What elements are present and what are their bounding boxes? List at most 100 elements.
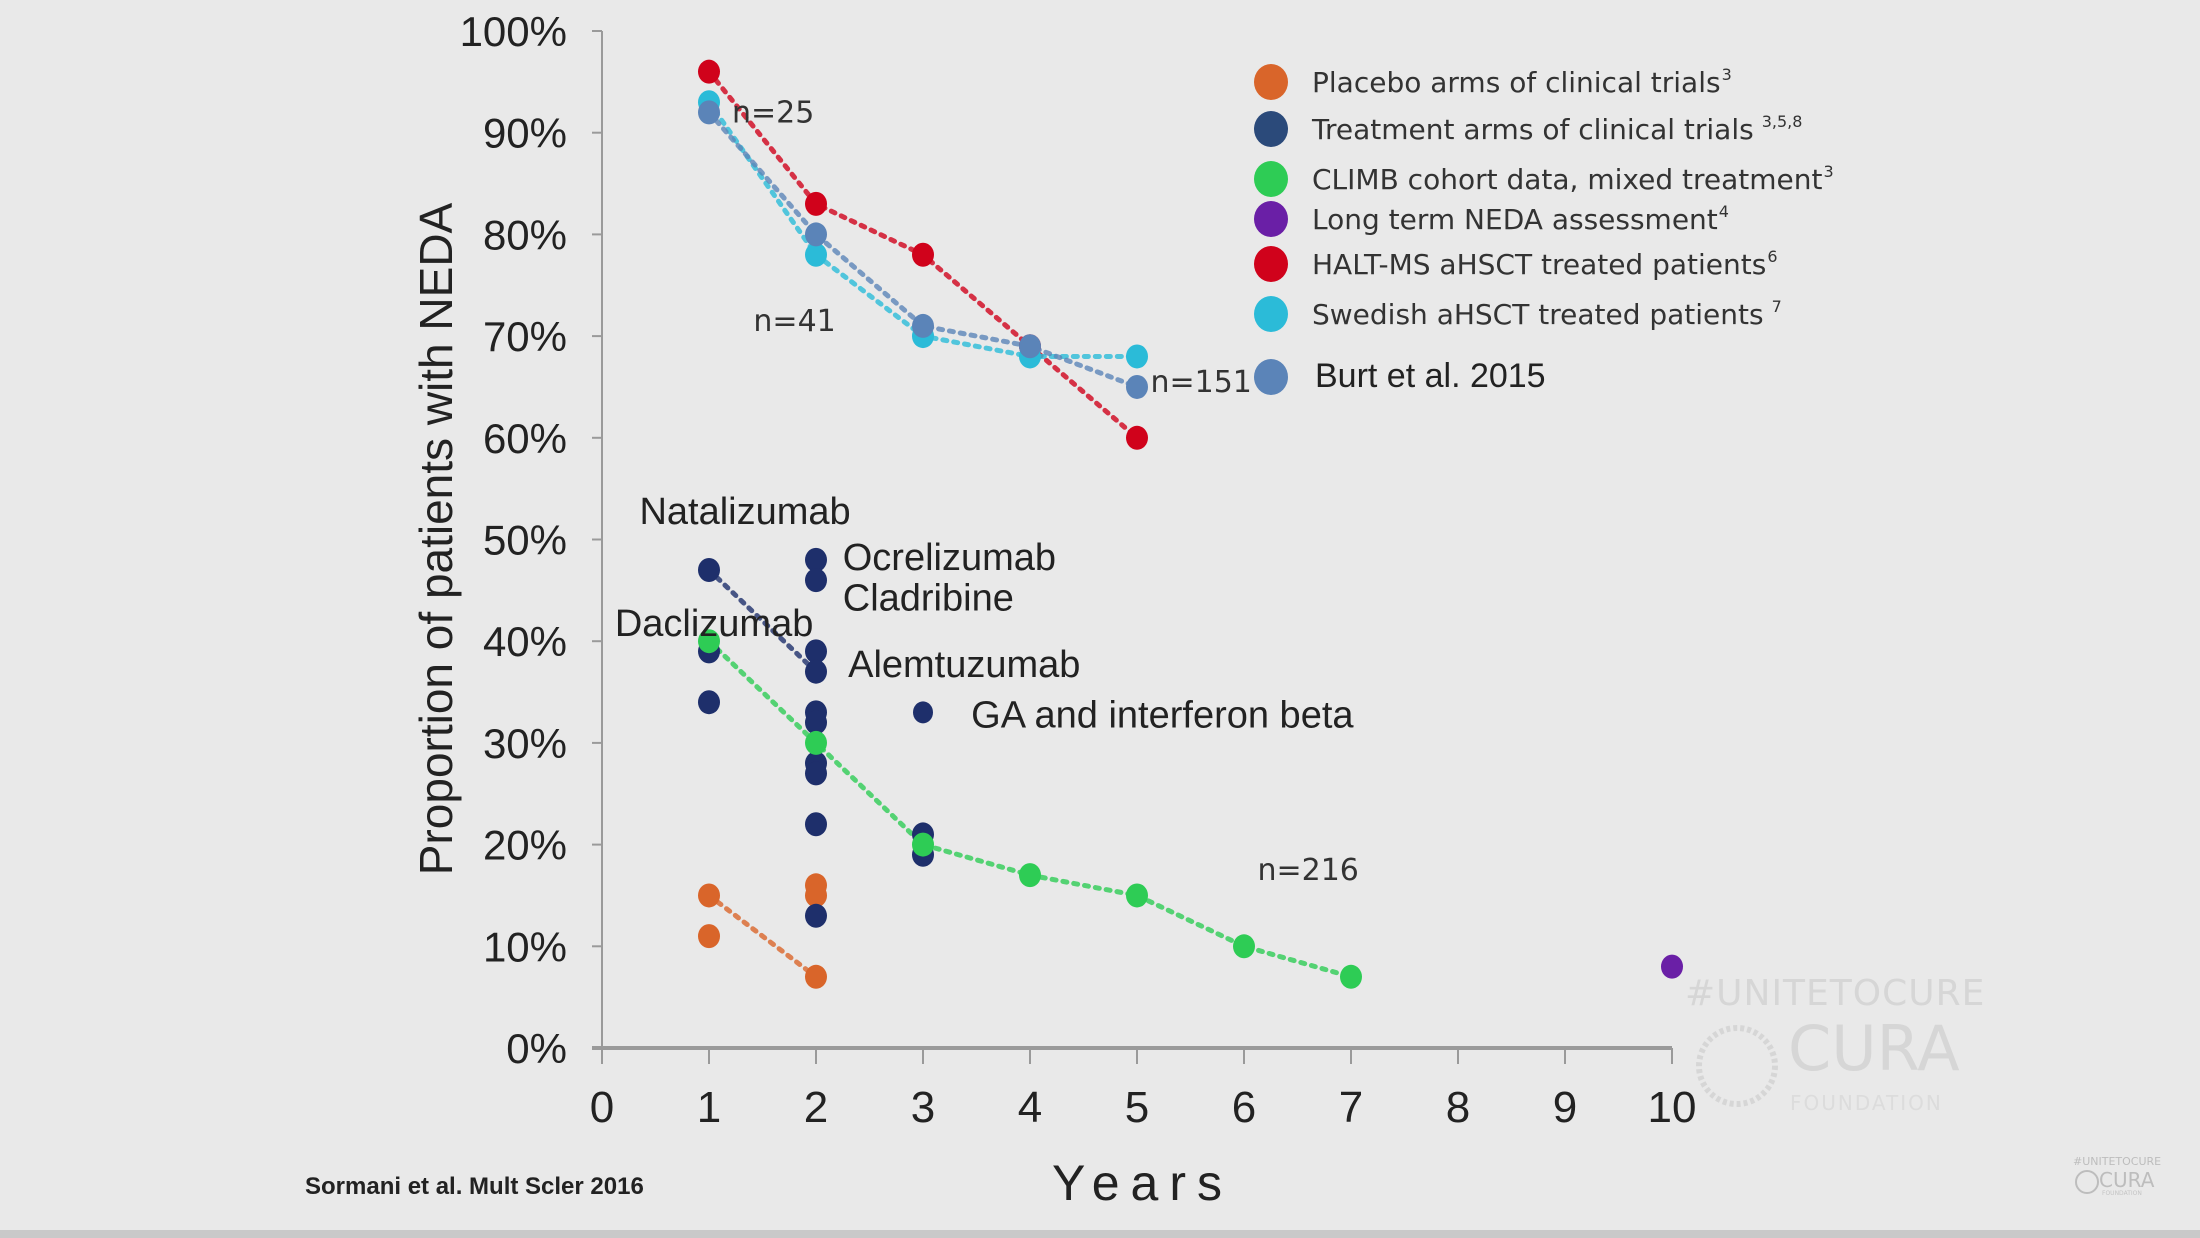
legend-label: Swedish aHSCT treated patients 7	[1312, 297, 1782, 331]
legend-label-text: Placebo arms of clinical trials	[1312, 66, 1721, 99]
watermark-small-hashtag: #UNITETOCURE	[2073, 1155, 2161, 1168]
x-tick-label: 9	[1553, 1083, 1577, 1132]
legend-marker-icon	[1254, 201, 1288, 237]
data-point-burt-et-al-2015	[805, 222, 827, 247]
watermark-small-subtitle: FOUNDATION	[2102, 1190, 2142, 1197]
y-tick-label: 50%	[483, 517, 567, 564]
data-point-halt-ms-ahsct-treated-patients	[912, 242, 934, 267]
y-tick-label: 10%	[483, 923, 567, 970]
data-point-treatment-arms-of-clinical-trials	[698, 690, 720, 715]
legend-item-placebo-arms-of-clinical-trials: Placebo arms of clinical trials3	[1254, 64, 1732, 100]
watermark-hashtag: #UNITETOCURE	[1685, 973, 1985, 1014]
citation: Sormani et al. Mult Scler 2016	[305, 1173, 644, 1200]
legend-superscript: 3	[1722, 65, 1732, 84]
x-tick-label: 7	[1339, 1083, 1363, 1132]
legend-marker-icon	[1254, 359, 1288, 395]
y-tick-label: 30%	[483, 720, 567, 767]
legend-label: Treatment arms of clinical trials 3,5,8	[1311, 112, 1802, 146]
data-point-treatment-arms-of-clinical-trials	[698, 558, 720, 583]
data-point-treatment-arms-of-clinical-trials	[805, 761, 827, 786]
x-tick-label: 4	[1018, 1083, 1042, 1132]
legend-marker-icon	[1254, 161, 1288, 197]
watermark-large: #UNITETOCURE CURA FOUNDATION	[1685, 973, 1985, 1115]
series-line-climb-cohort-data-mixed-treatment	[706, 638, 1354, 980]
data-point-swedish-ahsct-treated-patients	[1126, 344, 1148, 369]
data-point-placebo-arms-of-clinical-trials	[805, 964, 827, 989]
legend-label-text: Swedish aHSCT treated patients	[1312, 298, 1764, 331]
data-point-long-term-neda-assessment	[1661, 954, 1683, 979]
y-tick-label: 40%	[483, 618, 567, 665]
legend-superscript: 7	[1772, 297, 1782, 316]
legend-label: Burt et al. 2015	[1315, 357, 1546, 395]
data-point-placebo-arms-of-clinical-trials	[698, 924, 720, 949]
drug-label: Natalizumab	[639, 491, 850, 533]
series-points	[698, 59, 1683, 989]
legend-label-text: Burt et al. 2015	[1315, 357, 1546, 395]
data-point-halt-ms-ahsct-treated-patients	[805, 191, 827, 216]
legend-marker-icon	[1254, 246, 1288, 282]
data-point-treatment-arms-of-clinical-trials	[805, 903, 827, 928]
sample-size-label: n=41	[753, 304, 835, 339]
drug-label: GA and interferon beta	[971, 695, 1354, 737]
x-tick-label: 0	[590, 1083, 614, 1132]
data-point-climb-cohort-data-mixed-treatment	[698, 629, 720, 654]
y-axis-label: Proportion of patients with NEDA	[410, 202, 462, 875]
y-tick-label: 60%	[483, 415, 567, 462]
data-point-climb-cohort-data-mixed-treatment	[1019, 863, 1041, 888]
legend-label-text: Treatment arms of clinical trials	[1311, 113, 1754, 146]
watermark-small-name: CURA	[2099, 1168, 2155, 1192]
data-point-placebo-arms-of-clinical-trials	[805, 883, 827, 908]
legend-label: HALT-MS aHSCT treated patients6	[1312, 247, 1778, 281]
legend-label: Long term NEDA assessment4	[1312, 202, 1729, 236]
legend-item-climb-cohort-data-mixed-treatment: CLIMB cohort data, mixed treatment3	[1254, 161, 1834, 197]
legend-superscript: 3,5,8	[1762, 112, 1803, 131]
watermark-wreath-icon	[1696, 1025, 1778, 1107]
sample-size-label: n=25	[732, 96, 814, 131]
data-point-halt-ms-ahsct-treated-patients	[698, 59, 720, 84]
data-point-treatment-arms-of-clinical-trials	[805, 547, 827, 572]
x-tick-label: 2	[804, 1083, 828, 1132]
data-point-burt-et-al-2015	[912, 313, 934, 338]
data-point-treatment-arms-of-clinical-trials	[805, 659, 827, 684]
y-ticks: 0% 10% 20% 30% 40% 50% 60% 70% 80% 90% 100%	[460, 8, 602, 1072]
watermark-small: #UNITETOCURE CURA FOUNDATION	[2073, 1155, 2161, 1197]
x-tick-label: 1	[697, 1083, 721, 1132]
drug-label-marker	[913, 701, 933, 724]
x-tick-label: 5	[1125, 1083, 1149, 1132]
legend-label-text: HALT-MS aHSCT treated patients	[1312, 248, 1766, 281]
y-tick-label: 90%	[483, 110, 567, 157]
series-line-treatment-arms-of-clinical-trials	[706, 567, 819, 675]
x-tick-label: 10	[1648, 1083, 1697, 1132]
y-tick-label: 100%	[460, 8, 567, 55]
y-tick-label: 20%	[483, 822, 567, 869]
legend-label-text: CLIMB cohort data, mixed treatment	[1312, 163, 1822, 196]
drug-label: Cladribine	[843, 578, 1014, 620]
x-axis-label: Years	[1052, 1155, 1222, 1211]
sample-size-label: n=151	[1150, 365, 1251, 400]
legend-item-swedish-ahsct-treated-patients: Swedish aHSCT treated patients 7	[1254, 296, 1782, 332]
series-line-placebo-arms-of-clinical-trials	[706, 892, 819, 980]
axes: 0% 10% 20% 30% 40% 50% 60% 70% 80% 90% 100% 0 1 2 3 4 5…	[460, 8, 1697, 1132]
data-point-climb-cohort-data-mixed-treatment	[805, 730, 827, 755]
legend-label-text: Long term NEDA assessment	[1312, 203, 1718, 236]
data-point-climb-cohort-data-mixed-treatment	[912, 832, 934, 857]
legend-item-burt-et-al-2015: Burt et al. 2015	[1254, 357, 1546, 395]
data-point-climb-cohort-data-mixed-treatment	[1233, 934, 1255, 959]
data-point-burt-et-al-2015	[1126, 374, 1148, 399]
drug-label: Daclizumab	[615, 603, 814, 645]
y-tick-label: 70%	[483, 313, 567, 360]
watermark-small-wreath-icon	[2075, 1170, 2099, 1194]
x-tick-label: 8	[1446, 1083, 1470, 1132]
watermark-subtitle: FOUNDATION	[1790, 1091, 1943, 1115]
x-ticks: 0 1 2 3 4 5 6 7 8 9 10	[590, 1048, 1697, 1132]
legend-item-treatment-arms-of-clinical-trials: Treatment arms of clinical trials 3,5,8	[1254, 111, 1802, 147]
legend-superscript: 4	[1719, 202, 1729, 221]
data-point-burt-et-al-2015	[698, 100, 720, 125]
legend-superscript: 6	[1767, 247, 1777, 266]
data-point-treatment-arms-of-clinical-trials	[805, 710, 827, 735]
annotations: n=25 n=41 n=151 n=216 NatalizumabOcrelizumab…	[615, 96, 1359, 889]
legend-marker-icon	[1254, 296, 1288, 332]
data-point-placebo-arms-of-clinical-trials	[698, 883, 720, 908]
legend-label: Placebo arms of clinical trials3	[1312, 65, 1732, 99]
